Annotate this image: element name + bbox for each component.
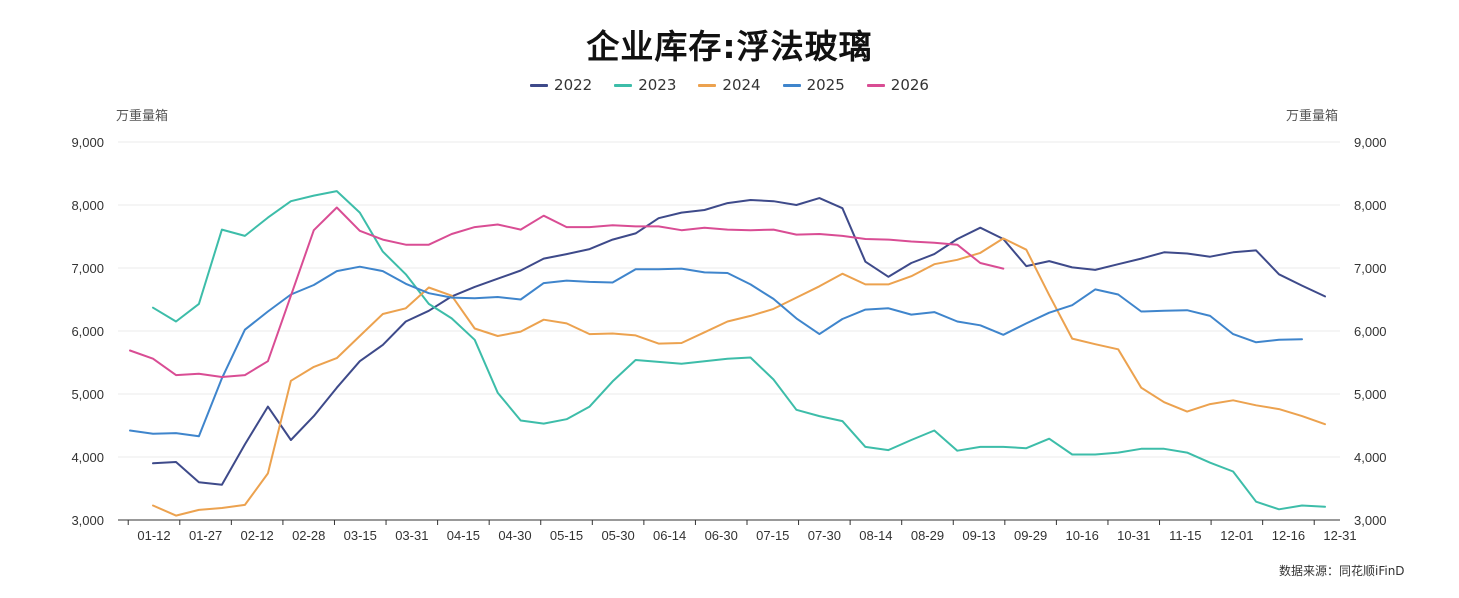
legend-swatch — [866, 83, 885, 87]
axes: 3,000 3,000 4,000 4,000 5,000 5,000 6,000 6,000… — [71, 135, 1386, 543]
series-line-2022 — [152, 197, 1326, 486]
legend-swatch — [614, 83, 633, 87]
x-tick-label: 04-30 — [498, 528, 531, 543]
legend-label: 2024 — [722, 76, 761, 94]
legend-label: 2025 — [806, 76, 845, 94]
legend-label: 2022 — [554, 76, 593, 94]
y-tick-label-right: 8,000 — [1354, 198, 1387, 213]
y-tick-label-right: 3,000 — [1354, 513, 1387, 528]
x-tick-label: 07-30 — [808, 528, 841, 543]
x-tick-label: 02-12 — [241, 528, 274, 543]
y-tick-label-left: 3,000 — [71, 513, 104, 528]
y-axis-unit-right: 万重量箱 — [1286, 109, 1339, 124]
x-tick-label: 05-30 — [601, 528, 634, 543]
y-tick-label-left: 4,000 — [71, 450, 104, 465]
series-lines — [129, 190, 1326, 517]
legend-label: 2023 — [638, 76, 677, 94]
x-tick-label: 11-15 — [1169, 528, 1201, 543]
legend-swatch — [698, 83, 717, 87]
y-tick-label-left: 5,000 — [71, 387, 104, 402]
x-tick-label: 12-01 — [1220, 528, 1253, 543]
x-tick-label: 10-31 — [1117, 528, 1150, 543]
legend-item-2026[interactable]: 2026 — [866, 76, 929, 94]
x-tick-label: 06-30 — [705, 528, 738, 543]
y-tick-label-right: 9,000 — [1354, 135, 1387, 150]
x-tick-label: 07-15 — [756, 528, 789, 543]
x-tick-label: 01-27 — [189, 528, 222, 543]
x-tick-label: 06-14 — [653, 528, 686, 543]
y-tick-label-right: 6,000 — [1354, 324, 1387, 339]
x-tick-label: 10-16 — [1066, 528, 1099, 543]
y-tick-label-left: 9,000 — [71, 135, 104, 150]
x-tick-label: 08-14 — [859, 528, 892, 543]
x-tick-label: 12-31 — [1323, 528, 1356, 543]
legend-item-2025[interactable]: 2025 — [782, 76, 845, 94]
y-tick-label-right: 4,000 — [1354, 450, 1387, 465]
x-tick-label: 04-15 — [447, 528, 480, 543]
x-tick-label: 08-29 — [911, 528, 944, 543]
source-note: 数据来源：同花顺iFinD — [1279, 564, 1405, 578]
x-tick-label: 12-16 — [1272, 528, 1305, 543]
x-tick-label: 01-12 — [137, 528, 170, 543]
y-tick-label-right: 5,000 — [1354, 387, 1387, 402]
series-line-2026 — [129, 206, 1005, 378]
legend-item-2024[interactable]: 2024 — [698, 76, 761, 94]
x-tick-label: 03-31 — [395, 528, 428, 543]
x-tick-label: 09-29 — [1014, 528, 1047, 543]
x-tick-label: 09-13 — [962, 528, 995, 543]
series-line-2023 — [152, 190, 1326, 511]
y-tick-label-left: 7,000 — [71, 261, 104, 276]
series-line-2024 — [152, 237, 1326, 517]
y-tick-label-left: 6,000 — [71, 324, 104, 339]
legend-label: 2026 — [890, 76, 929, 94]
series-line-2025 — [129, 265, 1303, 438]
legend-swatch — [782, 83, 801, 87]
x-tick-label: 02-28 — [292, 528, 325, 543]
legend-item-2022[interactable]: 2022 — [530, 76, 592, 94]
chart-title: 企业库存:浮法玻璃 — [586, 27, 873, 66]
legend-item-2023[interactable]: 2023 — [614, 76, 676, 94]
legend-swatch — [530, 83, 549, 87]
y-tick-label-right: 7,000 — [1354, 261, 1387, 276]
x-tick-label: 05-15 — [550, 528, 583, 543]
legend: 2022 2023 2024 2025 2026 — [0, 76, 1459, 94]
y-tick-label-left: 8,000 — [71, 198, 104, 213]
x-tick-label: 03-15 — [344, 528, 377, 543]
y-axis-unit-left: 万重量箱 — [116, 109, 169, 124]
